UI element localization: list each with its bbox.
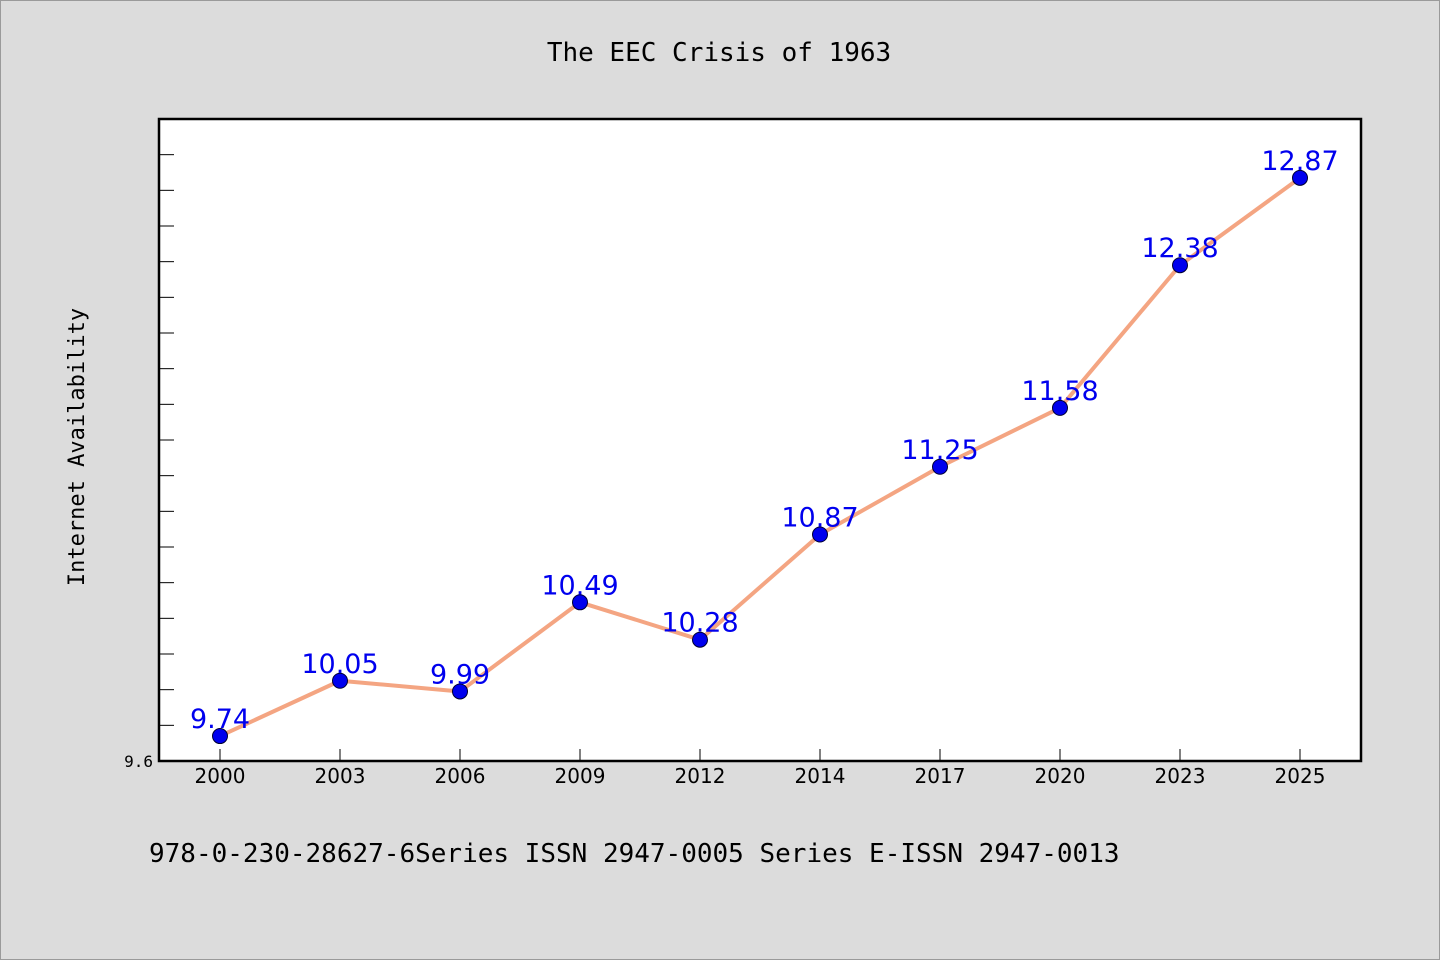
- data-point-marker: [812, 526, 828, 543]
- data-point-marker: [212, 728, 228, 745]
- data-point-marker: [1292, 169, 1308, 186]
- footer-text: 978-0-230-28627-6Series ISSN 2947-0005 S…: [149, 839, 1120, 869]
- x-tick-label: 2025: [1275, 764, 1326, 788]
- x-tick-label: 2012: [675, 764, 726, 788]
- data-point-label: 12.38: [1141, 233, 1218, 264]
- x-tick-label: 2000: [195, 764, 246, 788]
- x-tick-label: 2023: [1155, 764, 1206, 788]
- data-point-label: 11.58: [1021, 376, 1098, 407]
- data-point-label: 10.49: [541, 570, 618, 601]
- data-point-marker: [932, 458, 948, 475]
- x-tick-label: 2003: [315, 764, 366, 788]
- data-point-marker: [692, 631, 708, 648]
- y-axis-tick-labels: 9.6: [124, 752, 153, 771]
- data-label-group: 9.74 10.05 9.99 10.49 10.28 10.87 11.25 11.58 12…: [190, 146, 1339, 735]
- series-line: [218, 175, 1302, 739]
- data-point-marker: [452, 683, 468, 700]
- x-tick-label: 2017: [915, 764, 966, 788]
- plot-area: [157, 117, 1363, 763]
- x-tick-label: 2014: [795, 764, 846, 788]
- data-point-marker: [332, 672, 348, 689]
- data-point-label: 10.87: [781, 503, 858, 534]
- y-axis-minor-ticks: [159, 154, 174, 726]
- x-tick-label: 2009: [555, 764, 606, 788]
- marker-group: [212, 169, 1308, 745]
- data-point-label: 9.74: [190, 704, 250, 735]
- data-point-label: 11.25: [901, 435, 978, 466]
- y-tick-label: 9.6: [124, 752, 153, 771]
- x-axis-ticks: 2000 2003 2006 2009 2012 2014 2017 2020 2023 2025: [195, 749, 1326, 788]
- data-point-marker: [572, 594, 588, 611]
- series-line-group: [218, 175, 1302, 739]
- data-point-label: 10.05: [301, 649, 378, 680]
- data-point-marker: [1052, 399, 1068, 416]
- data-point-label: 12.87: [1261, 146, 1338, 177]
- x-tick-label: 2006: [435, 764, 486, 788]
- x-tick-label: 2020: [1035, 764, 1086, 788]
- data-point-label: 9.99: [430, 659, 490, 690]
- chart-title: The EEC Crisis of 1963: [547, 38, 891, 68]
- y-axis-label: Internet Availability: [65, 308, 90, 586]
- data-point-marker: [1172, 257, 1188, 274]
- data-point-label: 10.28: [661, 608, 738, 639]
